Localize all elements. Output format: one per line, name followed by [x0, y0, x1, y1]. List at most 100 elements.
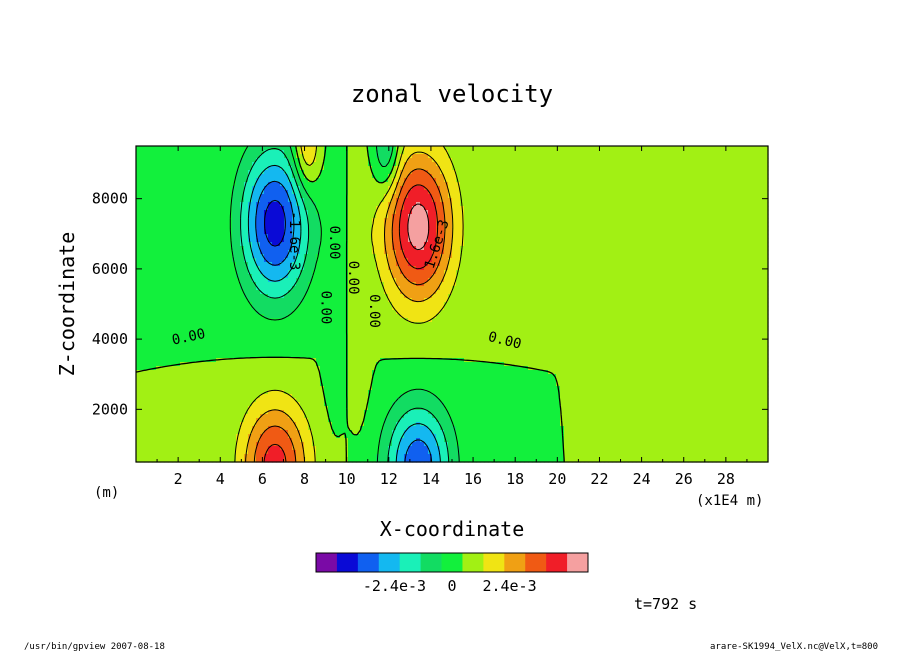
- field-cell: [212, 230, 217, 235]
- field-cell: [504, 270, 509, 275]
- field-cell: [152, 226, 157, 231]
- field-cell: [332, 246, 337, 251]
- field-cell: [360, 234, 365, 239]
- field-cell: [256, 182, 261, 187]
- field-cell: [144, 166, 149, 171]
- field-cell: [304, 246, 309, 251]
- field-cell: [664, 198, 669, 203]
- field-cell: [612, 210, 617, 215]
- field-cell: [144, 230, 149, 235]
- field-cell: [540, 250, 545, 255]
- field-cell: [292, 186, 297, 191]
- field-cell: [264, 154, 269, 159]
- field-cell: [704, 234, 709, 239]
- field-cell: [652, 206, 657, 211]
- field-cell: [304, 218, 309, 223]
- field-cell: [208, 186, 213, 191]
- field-cell: [480, 222, 485, 227]
- field-cell: [340, 178, 345, 183]
- field-cell: [392, 194, 397, 199]
- field-cell: [176, 190, 181, 195]
- field-cell: [536, 178, 541, 183]
- field-cell: [240, 174, 245, 179]
- field-cell: [516, 166, 521, 171]
- field-cell: [412, 194, 417, 199]
- field-cell: [608, 226, 613, 231]
- field-cell: [672, 150, 677, 155]
- field-cell: [380, 202, 385, 207]
- field-cell: [312, 174, 317, 179]
- field-cell: [248, 246, 253, 251]
- field-cell: [308, 194, 313, 199]
- field-cell: [268, 214, 273, 219]
- field-cell: [432, 242, 437, 247]
- field-cell: [508, 210, 513, 215]
- field-cell: [372, 198, 377, 203]
- field-cell: [240, 234, 245, 239]
- field-cell: [216, 158, 221, 163]
- field-cell: [452, 170, 457, 175]
- field-cell: [760, 182, 765, 187]
- field-cell: [592, 238, 597, 243]
- field-cell: [284, 182, 289, 187]
- field-cell: [580, 150, 585, 155]
- field-cell: [556, 250, 561, 255]
- field-cell: [212, 242, 217, 247]
- field-cell: [208, 166, 213, 171]
- field-cell: [252, 218, 257, 223]
- field-cell: [480, 178, 485, 183]
- field-cell: [160, 226, 165, 231]
- field-cell: [732, 206, 737, 211]
- field-cell: [440, 230, 445, 235]
- field-cell: [180, 262, 185, 267]
- field-cell: [388, 222, 393, 227]
- field-cell: [740, 258, 745, 263]
- field-cell: [764, 150, 769, 155]
- field-cell: [496, 206, 501, 211]
- field-cell: [604, 214, 609, 219]
- field-cell: [480, 186, 485, 191]
- field-cell: [140, 258, 145, 263]
- field-cell: [484, 218, 489, 223]
- field-cell: [756, 254, 761, 259]
- field-cell: [392, 242, 397, 247]
- field-cell: [352, 250, 357, 255]
- field-cell: [268, 202, 273, 207]
- field-cell: [548, 154, 553, 159]
- field-cell: [732, 262, 737, 267]
- field-cell: [432, 218, 437, 223]
- field-cell: [272, 170, 277, 175]
- field-cell: [444, 162, 449, 167]
- field-cell: [472, 190, 477, 195]
- field-cell: [432, 214, 437, 219]
- field-cell: [264, 254, 269, 259]
- field-cell: [364, 214, 369, 219]
- field-cell: [148, 226, 153, 231]
- field-cell: [444, 174, 449, 179]
- field-cell: [432, 230, 437, 235]
- field-cell: [236, 146, 241, 151]
- field-cell: [764, 194, 769, 199]
- field-cell: [356, 202, 361, 207]
- field-cell: [336, 202, 341, 207]
- field-cell: [608, 222, 613, 227]
- field-cell: [604, 178, 609, 183]
- field-cell: [728, 238, 733, 243]
- field-cell: [296, 242, 301, 247]
- field-cell: [416, 214, 421, 219]
- field-cell: [404, 226, 409, 231]
- field-cell: [356, 178, 361, 183]
- field-cell: [540, 258, 545, 263]
- field-cell: [484, 202, 489, 207]
- field-cell: [492, 146, 497, 151]
- field-cell: [632, 266, 637, 271]
- field-cell: [384, 266, 389, 271]
- field-cell: [260, 174, 265, 179]
- field-cell: [628, 258, 633, 263]
- field-cell: [508, 186, 513, 191]
- field-cell: [692, 262, 697, 267]
- field-cell: [192, 262, 197, 267]
- field-cell: [660, 226, 665, 231]
- field-cell: [392, 166, 397, 171]
- field-cell: [452, 206, 457, 211]
